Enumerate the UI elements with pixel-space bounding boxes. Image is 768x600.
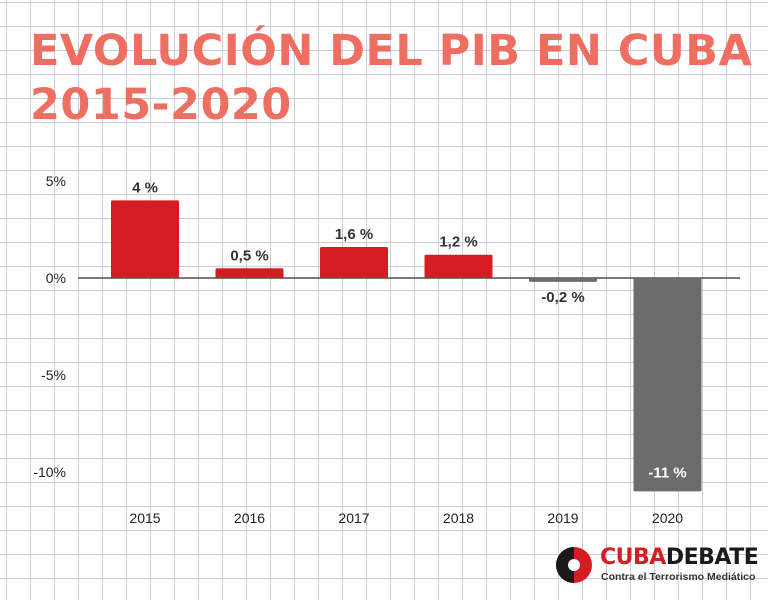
x-tick-label: 2018 [443, 510, 474, 526]
chart-title-line-1: EVOLUCIÓN DEL PIB EN CUBA [30, 26, 753, 76]
logo-wordmark-part-2: DEBATE [665, 545, 759, 570]
bar-2015 [111, 200, 179, 278]
logo-wordmark-part-1: CUBA [600, 545, 666, 570]
x-tick-label: 2019 [547, 510, 578, 526]
y-tick-label: -5% [41, 367, 66, 383]
cubadebate-logo-icon [556, 547, 592, 583]
logo-wordmark: CUBADEBATE [600, 545, 759, 571]
y-tick-label: 0% [46, 270, 66, 286]
data-label: -11 % [648, 464, 686, 481]
x-tick-label: 2016 [234, 510, 265, 526]
chart-title: EVOLUCIÓN DEL PIB EN CUBA 2015-2020 [30, 24, 752, 132]
data-label: 4 % [132, 179, 158, 196]
x-tick-label: 2017 [338, 510, 369, 526]
bar-2018 [424, 254, 493, 278]
data-label: -0,2 % [541, 289, 584, 306]
logo-tagline: Contra el Terrorismo Mediático [601, 571, 756, 583]
data-label: 0,5 % [230, 247, 268, 264]
data-label: 1,2 % [439, 234, 477, 251]
bar-2020 [633, 278, 702, 492]
bar-2016 [215, 268, 284, 278]
data-label: 1,6 % [335, 226, 373, 243]
bar-2017 [320, 246, 388, 278]
x-tick-label: 2020 [652, 510, 683, 526]
chart-title-line-2: 2015-2020 [30, 80, 292, 130]
bar-2019 [529, 278, 597, 282]
cubadebate-logo[interactable]: CUBADEBATE Contra el Terrorismo Mediátic… [556, 543, 759, 589]
y-tick-label: 5% [46, 173, 66, 189]
y-tick-label: -10% [33, 464, 66, 480]
x-tick-label: 2015 [129, 510, 160, 526]
